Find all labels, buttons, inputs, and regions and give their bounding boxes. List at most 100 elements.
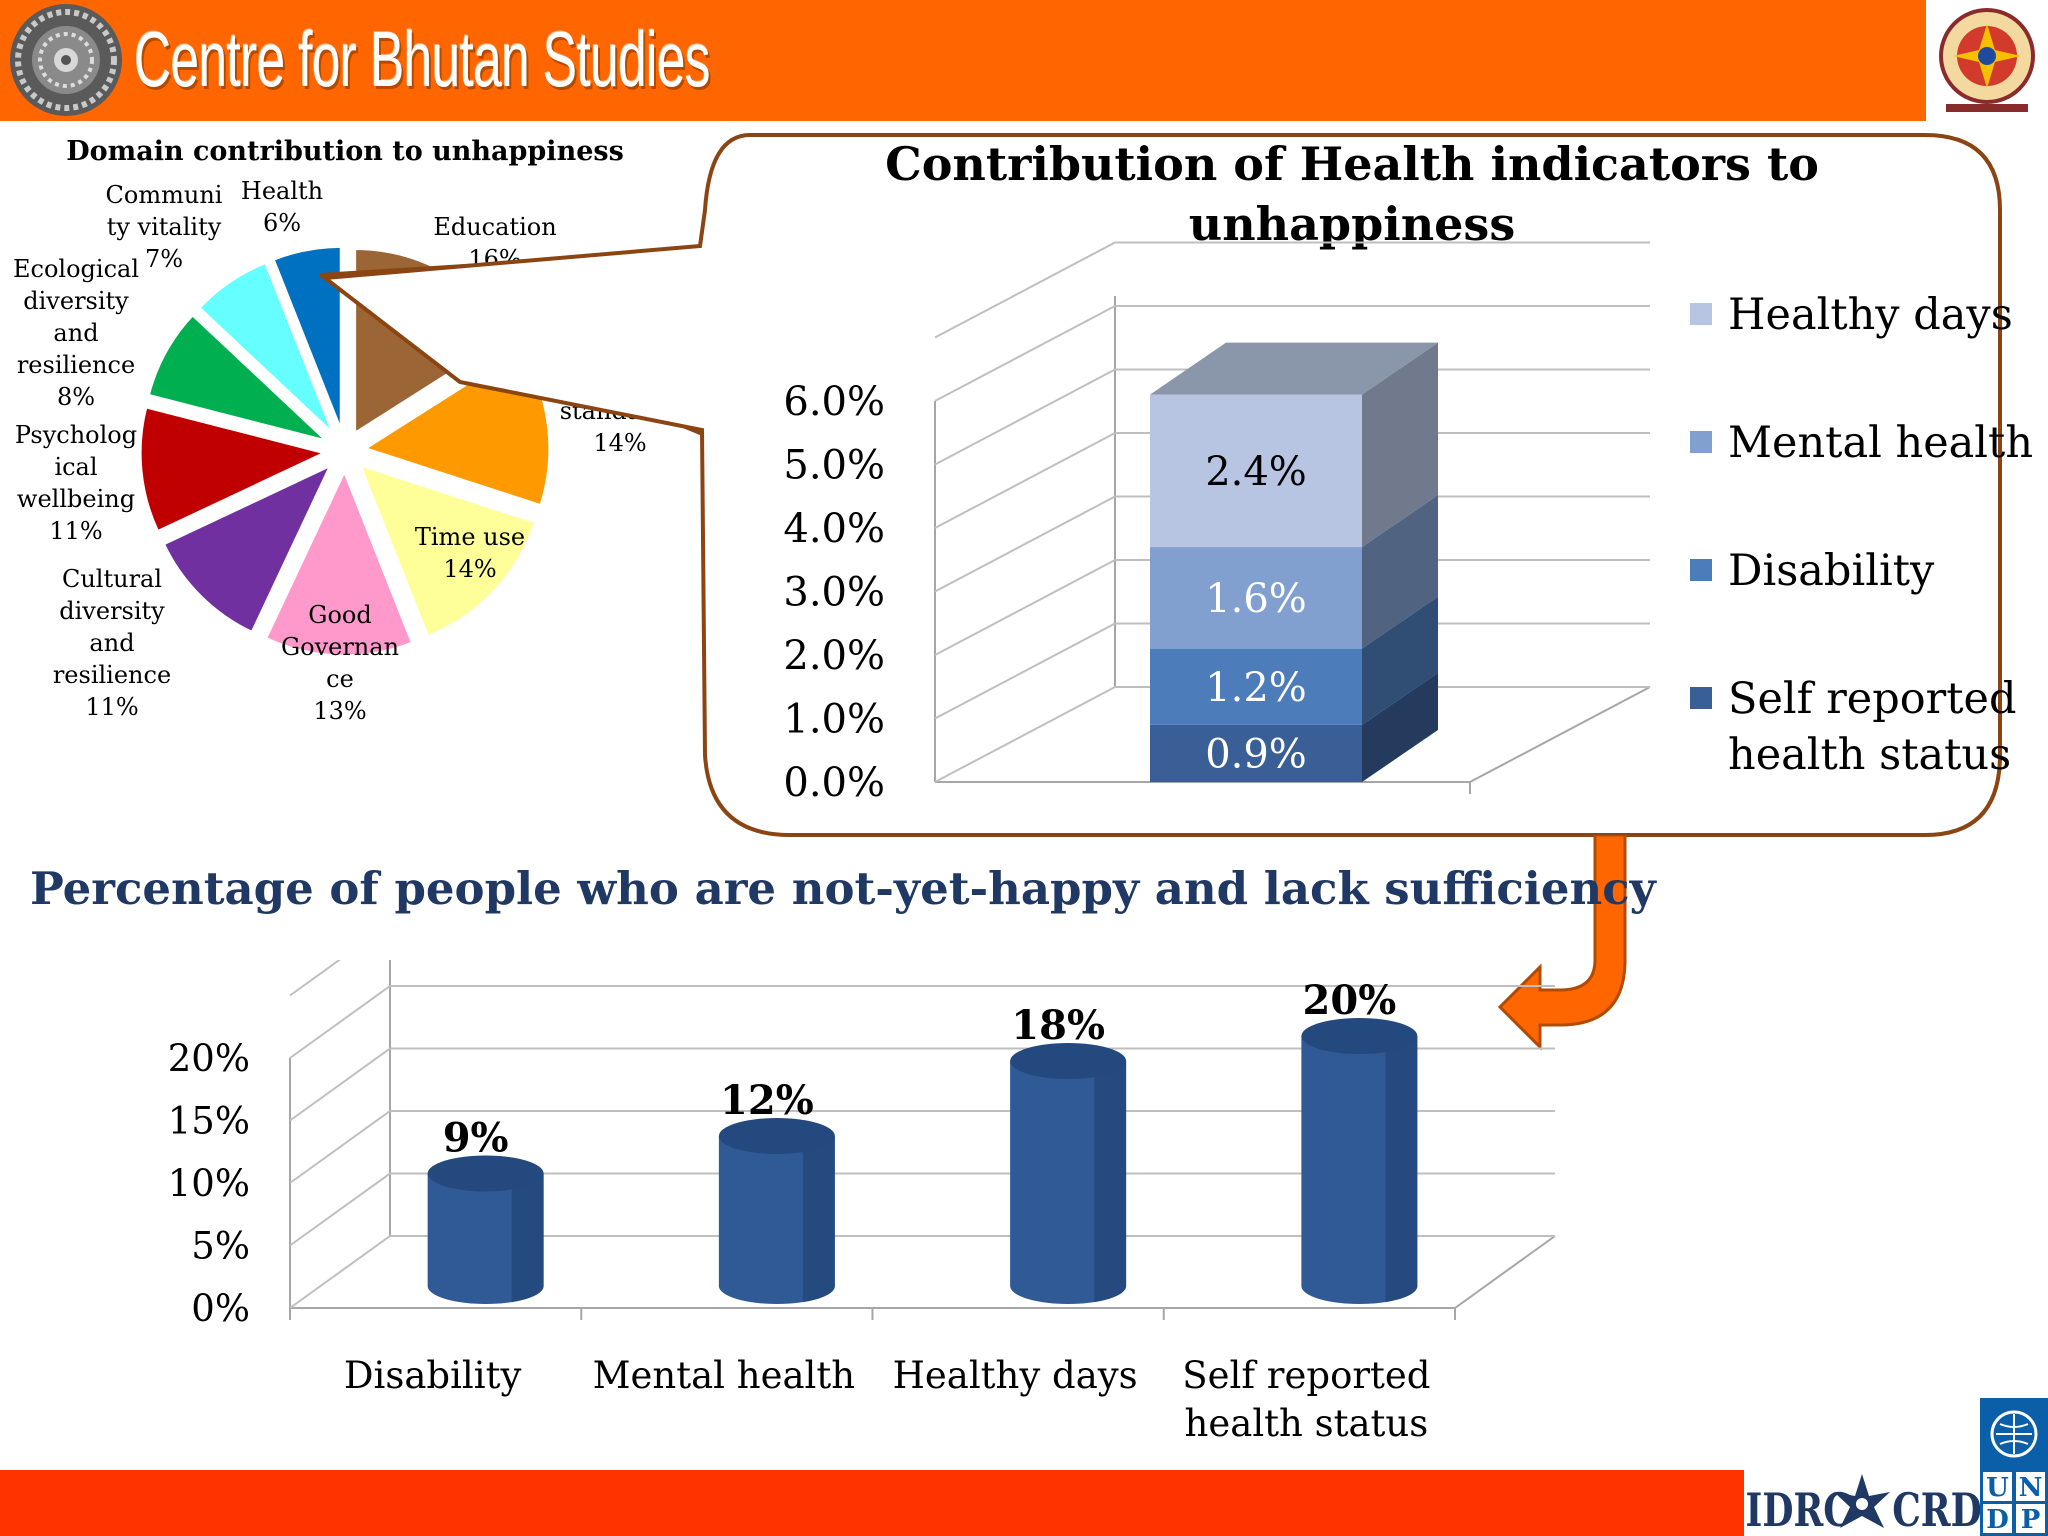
y-tick-label: 20% [168, 1037, 250, 1080]
pie-slice-label: ty vitality [107, 213, 222, 241]
svg-text:N: N [2019, 1473, 2043, 1503]
idrc-star-icon [1834, 1474, 1890, 1528]
legend-label: Healthy days [1728, 290, 2013, 340]
cylinder-top [1010, 1043, 1127, 1079]
pie-slice-label: 14% [443, 555, 496, 583]
y-tick-label: 10% [168, 1162, 250, 1205]
legend-swatch [1690, 431, 1712, 453]
pie-slice-label: wellbeing [17, 485, 135, 513]
pie-slice-label: Communi [106, 181, 223, 209]
stack-segment [1150, 547, 1362, 649]
cylinder-shade [511, 1173, 544, 1303]
pie-slice-label: ce [326, 665, 354, 693]
legend-label: Self reported [1728, 674, 2016, 724]
y-tick-label: 6.0% [783, 379, 885, 425]
y-tick-label: 1.0% [783, 697, 885, 743]
pie-slice [263, 467, 415, 658]
legend-swatch [1690, 303, 1712, 325]
stack-top [1150, 342, 1438, 395]
y-tick-label: 3.0% [783, 570, 885, 616]
pie-slice [161, 462, 334, 635]
pie-slice-label: 6% [263, 209, 301, 237]
x-category-label: Self reported [1182, 1354, 1430, 1397]
stack-segment [1150, 724, 1362, 782]
cbs-wheel-logo [10, 4, 122, 116]
bar-data-label: 12% [720, 1077, 814, 1124]
pie-slice-label: 11% [49, 517, 102, 545]
pie-slice [271, 244, 343, 432]
y-tick-label: 5% [191, 1225, 250, 1268]
header-bar [0, 0, 2048, 121]
pie-slice-label: Ecological [13, 255, 139, 283]
pie-slice-label: and [53, 319, 98, 347]
section-title: Percentage of people who are not-yet-hap… [30, 862, 1656, 915]
bhutan-emblem-logo [1926, 0, 2048, 121]
pie-slice-label: 8% [57, 383, 95, 411]
undp-logo: U N D P [1980, 1398, 2048, 1536]
y-tick-label: 4.0% [783, 506, 885, 552]
pie-slice-label: resilience [17, 351, 135, 379]
header-title: Centre for Bhutan Studies [134, 15, 711, 103]
legend-swatch [1690, 559, 1712, 581]
pie-slice-label: 13% [313, 697, 366, 725]
x-category-label: health status [1185, 1402, 1429, 1445]
stack-data-label: 2.4% [1205, 449, 1307, 495]
pie-slice-label: Cultural [62, 565, 162, 593]
y-tick-label: 15% [168, 1100, 250, 1143]
pie-slice-label: diversity [23, 287, 129, 315]
stack-segment [1150, 648, 1362, 725]
cylinder-top [718, 1118, 835, 1154]
legend-swatch [1690, 687, 1712, 709]
pie-title: Domain contribution to unhappiness [66, 136, 624, 167]
bar-data-label: 9% [443, 1115, 509, 1162]
legend-label: Mental health [1728, 418, 2033, 468]
svg-text:P: P [2021, 1505, 2041, 1535]
pie-slice [357, 462, 538, 639]
pie-slice-label: ical [54, 453, 97, 481]
x-category-label: Disability [344, 1354, 522, 1397]
stack-data-label: 0.9% [1205, 731, 1307, 777]
legend-label: Disability [1728, 546, 1935, 596]
pie-slice-label: Good [308, 601, 371, 629]
pie-slice [138, 405, 330, 534]
pie-slice-label: 14% [593, 429, 646, 457]
pie-slice [196, 260, 336, 436]
stack-segment-side [1362, 672, 1438, 782]
pie-slice-label: Health [241, 177, 323, 205]
pie-slice-label: diversity [59, 597, 165, 625]
pie-slice-label: Psycholog [15, 421, 137, 449]
bar-data-label: 20% [1303, 977, 1397, 1024]
connector-arrow [1497, 835, 1627, 1051]
bar-data-label: 18% [1011, 1002, 1105, 1049]
stack-data-label: 1.6% [1205, 576, 1307, 622]
y-tick-label: 0% [191, 1287, 250, 1330]
stack-segment [1150, 394, 1362, 548]
pie-slice-label: Education [433, 213, 556, 241]
stack-segment-side [1362, 342, 1438, 548]
svg-text:U: U [1986, 1473, 2009, 1503]
pie-slice [146, 312, 329, 443]
x-category-label: Mental health [593, 1354, 855, 1397]
cylinder-shade [1385, 1036, 1418, 1303]
pie-slice-label: Governan [281, 633, 399, 661]
y-tick-label: 5.0% [783, 443, 885, 489]
legend-label: health status [1728, 730, 2011, 780]
footer-bar [0, 1470, 2048, 1536]
y-tick-label: 2.0% [783, 633, 885, 679]
x-category-label: Healthy days [893, 1354, 1138, 1397]
health-indicators-chart: Contribution of Health indicators tounha… [319, 133, 2033, 837]
y-tick-label: 0.0% [783, 760, 885, 806]
cylinder-top [1301, 1018, 1418, 1054]
stack-chart-title: Contribution of Health indicators to [885, 137, 1819, 191]
pie-slice-label: Time use [415, 523, 525, 551]
cylinder-shade [802, 1136, 835, 1303]
cylinder-top [427, 1155, 544, 1192]
stack-segment-side [1362, 495, 1438, 649]
pie-slice-label: resilience [53, 661, 171, 689]
stack-data-label: 1.2% [1205, 665, 1307, 711]
pie-slice-label: 7% [145, 245, 183, 273]
pie-slice-label: and [89, 629, 134, 657]
cylinder-shade [1094, 1061, 1127, 1303]
stack-segment-side [1362, 596, 1438, 725]
idrc-left-text: IDRC [1746, 1483, 1852, 1536]
